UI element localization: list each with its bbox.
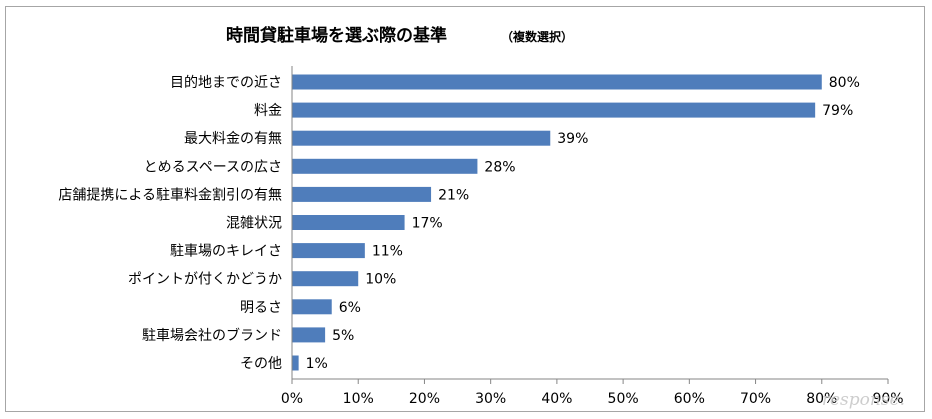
data-label: 5% — [332, 328, 354, 344]
bar — [292, 355, 299, 371]
bar — [292, 327, 326, 343]
bar — [292, 299, 332, 315]
x-tick-label: 40% — [541, 391, 572, 407]
chart-subtitle: （複数選択） — [501, 29, 573, 44]
data-label: 6% — [339, 300, 361, 316]
bar — [292, 74, 822, 90]
x-tick-label: 20% — [409, 391, 440, 407]
bar — [292, 186, 432, 202]
x-tick-label: 80% — [806, 391, 837, 407]
category-label: 目的地までの近さ — [170, 75, 282, 91]
category-label: 店舗提携による駐車料金割引の有無 — [58, 186, 282, 203]
category-label: 明るさ — [240, 300, 282, 316]
data-label: 28% — [484, 159, 515, 175]
x-tick-label: 90% — [872, 391, 903, 407]
data-label: 1% — [306, 356, 328, 372]
data-label: 80% — [829, 75, 860, 91]
chart-title: 時間貸駐車場を選ぶ際の基準 — [226, 25, 447, 46]
bar — [292, 158, 478, 174]
bar — [292, 215, 405, 230]
category-label: 料金 — [254, 103, 282, 119]
data-label: 21% — [438, 187, 469, 203]
x-tick-label: 0% — [281, 391, 303, 407]
category-label: 最大料金の有無 — [184, 131, 282, 147]
watermark-logo: response. — [822, 390, 905, 410]
bar — [292, 130, 551, 146]
x-tick-label: 60% — [674, 391, 705, 407]
chart-frame — [5, 6, 925, 412]
x-tick-label: 70% — [740, 391, 771, 407]
data-label: 39% — [557, 131, 588, 147]
category-label: 混雑状況 — [226, 216, 282, 232]
bar — [292, 243, 365, 259]
category-label: その他 — [240, 356, 282, 372]
category-label: 駐車場会社のブランド — [142, 327, 282, 344]
bar — [292, 271, 359, 287]
bar — [292, 102, 816, 118]
x-tick-label: 10% — [343, 391, 374, 407]
x-tick-label: 30% — [475, 391, 506, 407]
category-label: とめるスペースの広さ — [144, 159, 282, 175]
category-label: ポイントが付くかどうか — [128, 272, 282, 288]
data-label: 11% — [372, 244, 403, 260]
x-tick-label: 50% — [608, 391, 639, 407]
data-label: 79% — [822, 103, 853, 119]
category-label: 駐車場のキレイさ — [170, 243, 282, 260]
data-label: 10% — [365, 272, 396, 288]
data-label: 17% — [412, 216, 443, 232]
